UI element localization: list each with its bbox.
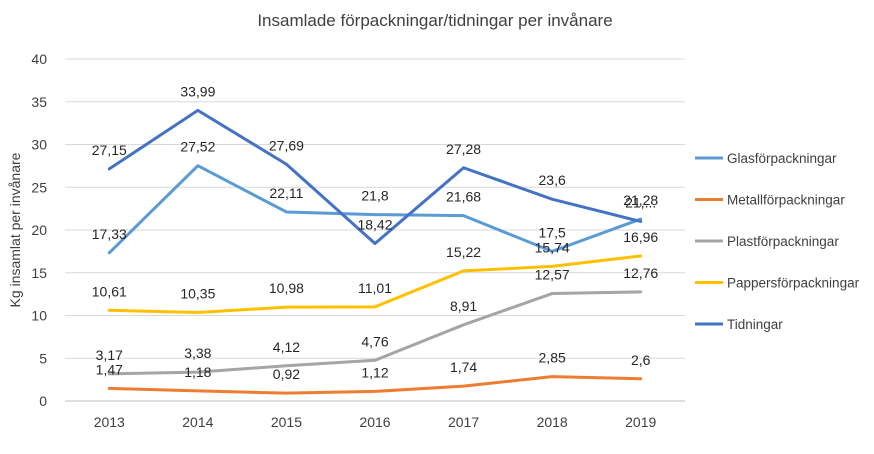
data-label: 1,47	[96, 361, 123, 377]
data-label: 2,6	[631, 352, 651, 368]
gridlines	[65, 58, 685, 402]
data-label: 1,12	[361, 364, 388, 380]
y-tick-label: 15	[31, 265, 47, 281]
x-tick-label: 2016	[359, 414, 390, 430]
data-label: 21,...	[625, 194, 656, 210]
y-tick-label: 20	[31, 222, 47, 238]
y-tick-label: 30	[31, 137, 47, 153]
data-label: 17,33	[92, 226, 127, 242]
data-label: 11,01	[358, 280, 392, 296]
data-label: 17,5	[539, 224, 566, 240]
legend-label: Tidningar	[727, 317, 783, 332]
y-tick-label: 10	[31, 308, 47, 324]
series-line-1	[107, 375, 643, 395]
data-label: 21,28	[623, 192, 658, 208]
legend-label: Metallförpackningar	[727, 193, 845, 208]
data-label: 4,12	[273, 339, 300, 355]
data-label: 2,85	[539, 350, 566, 366]
data-label: 3,17	[96, 347, 123, 363]
x-tick-label: 2014	[182, 414, 213, 430]
data-label: 21,68	[446, 189, 481, 205]
data-label: 27,52	[180, 139, 215, 155]
data-label: 22,11	[269, 185, 303, 201]
x-axis-ticks: 2013 2014 2015 2016 2017 2018 2019	[94, 414, 657, 430]
x-tick-label: 2015	[271, 414, 302, 430]
y-axis-ticks: 0 5 10 15 20 25 30 35 40	[31, 51, 47, 409]
data-label: 1,74	[450, 359, 477, 375]
y-tick-label: 25	[31, 179, 47, 195]
legend: Glasförpackningar Metallförpackningar Plas…	[695, 151, 860, 332]
data-label: 12,76	[623, 265, 658, 281]
series-line-0	[107, 164, 643, 255]
x-tick-label: 2013	[94, 414, 125, 430]
x-tick-label: 2019	[625, 414, 656, 430]
data-label: 8,91	[450, 298, 477, 314]
x-tick-label: 2018	[537, 414, 568, 430]
series-line-3	[107, 254, 643, 315]
y-tick-label: 5	[39, 350, 47, 366]
data-label: 18,42	[357, 217, 392, 233]
data-label: 33,99	[180, 83, 215, 99]
y-axis-label: Kg insamlat per invånare	[7, 152, 23, 307]
data-label: 3,38	[184, 345, 211, 361]
data-label: 21,8	[361, 188, 388, 204]
data-label: 27,15	[92, 142, 127, 158]
y-tick-label: 40	[31, 51, 47, 67]
data-label: 0,92	[273, 366, 300, 382]
data-label: 16,96	[623, 229, 658, 245]
series-line-2	[107, 290, 643, 376]
data-label: 10,98	[269, 280, 304, 296]
data-label: 10,35	[180, 286, 215, 302]
y-tick-label: 35	[31, 94, 47, 110]
data-label: 23,6	[539, 172, 566, 188]
data-label: 27,69	[269, 137, 304, 153]
data-label: 10,61	[92, 283, 127, 299]
data-label: 27,28	[446, 141, 481, 157]
data-label: 12,57	[535, 267, 570, 283]
data-labels: 17,33 27,52 22,11 21,8 21,68 17,5 21,28 1,47 1,1…	[92, 83, 659, 382]
legend-label: Glasförpackningar	[727, 151, 837, 166]
y-tick-label: 0	[39, 393, 47, 409]
x-tick-label: 2017	[448, 414, 479, 430]
series-lines	[107, 108, 643, 395]
data-label: 15,74	[535, 239, 570, 255]
series-line-4	[107, 108, 643, 246]
data-label: 1,18	[184, 364, 211, 380]
legend-label: Plastförpackningar	[727, 234, 839, 249]
legend-label: Pappersförpackningar	[727, 276, 860, 291]
data-label: 15,22	[446, 244, 481, 260]
chart-title: Insamlade förpackningar/tidningar per in…	[257, 11, 612, 30]
data-label: 4,76	[361, 333, 388, 349]
